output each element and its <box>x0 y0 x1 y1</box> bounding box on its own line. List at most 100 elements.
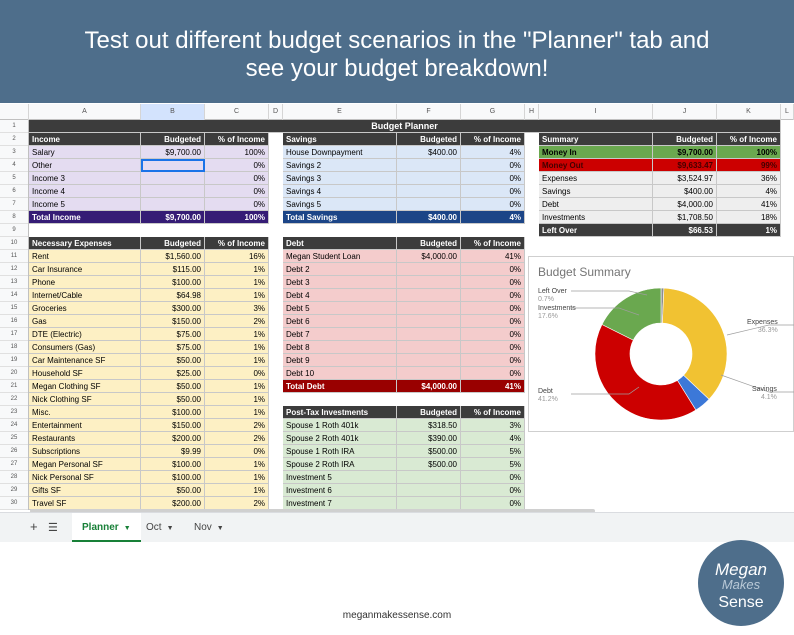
expense-row-label[interactable]: Nick Personal SF <box>29 471 141 484</box>
investment-row-label[interactable]: Investment 5 <box>283 471 397 484</box>
investment-row-percent[interactable]: 5% <box>461 458 525 471</box>
investment-header[interactable]: Budgeted <box>397 406 461 419</box>
expense-row-budgeted[interactable]: $75.00 <box>141 341 205 354</box>
investment-row-label[interactable]: Investment 6 <box>283 484 397 497</box>
debt-row-percent[interactable]: 0% <box>461 276 525 289</box>
row-header[interactable]: 1 <box>0 120 28 133</box>
debt-row-budgeted[interactable] <box>397 341 461 354</box>
expense-row-budgeted[interactable]: $64.98 <box>141 289 205 302</box>
column-header[interactable]: B <box>141 104 205 120</box>
row-header[interactable]: 20 <box>0 367 28 380</box>
row-header[interactable]: 6 <box>0 185 28 198</box>
expense-header[interactable]: Budgeted <box>141 237 205 250</box>
expense-row-label[interactable]: Groceries <box>29 302 141 315</box>
row-header[interactable]: 23 <box>0 406 28 419</box>
row-header[interactable]: 19 <box>0 354 28 367</box>
investment-row-budgeted[interactable]: $500.00 <box>397 458 461 471</box>
summary-row-percent[interactable]: 18% <box>717 211 781 224</box>
savings-row-budgeted[interactable] <box>397 159 461 172</box>
savings-row-budgeted[interactable] <box>397 198 461 211</box>
savings-row-label[interactable]: Savings 3 <box>283 172 397 185</box>
income-header[interactable]: % of Income <box>205 133 269 146</box>
investment-row-label[interactable]: Spouse 2 Roth IRA <box>283 458 397 471</box>
expense-row-budgeted[interactable]: $50.00 <box>141 393 205 406</box>
debt-row-label[interactable]: Megan Student Loan <box>283 250 397 263</box>
column-header[interactable]: H <box>525 104 539 120</box>
expense-row-label[interactable]: Rent <box>29 250 141 263</box>
left-over-label[interactable]: Left Over <box>539 224 653 237</box>
debt-total-value[interactable]: $4,000.00 <box>397 380 461 393</box>
debt-row-percent[interactable]: 0% <box>461 328 525 341</box>
debt-header[interactable]: Debt <box>283 237 397 250</box>
expense-row-percent[interactable]: 1% <box>205 263 269 276</box>
debt-row-label[interactable]: Debt 2 <box>283 263 397 276</box>
income-row-percent[interactable]: 0% <box>205 172 269 185</box>
row-header[interactable]: 12 <box>0 263 28 276</box>
expense-row-budgeted[interactable]: $50.00 <box>141 354 205 367</box>
tab-nov[interactable]: Nov ▼ <box>194 522 224 533</box>
summary-row-value[interactable]: $3,524.97 <box>653 172 717 185</box>
row-header[interactable]: 10 <box>0 237 28 250</box>
money-out-label[interactable]: Money Out <box>539 159 653 172</box>
row-header[interactable]: 15 <box>0 302 28 315</box>
debt-total-label[interactable]: Total Debt <box>283 380 397 393</box>
summary-row-value[interactable]: $1,708.50 <box>653 211 717 224</box>
expense-row-percent[interactable]: 1% <box>205 341 269 354</box>
savings-header[interactable]: Budgeted <box>397 133 461 146</box>
income-total-value[interactable]: $9,700.00 <box>141 211 205 224</box>
row-header[interactable]: 22 <box>0 393 28 406</box>
savings-row-label[interactable]: Savings 5 <box>283 198 397 211</box>
expense-row-label[interactable]: Subscriptions <box>29 445 141 458</box>
row-header[interactable]: 4 <box>0 159 28 172</box>
debt-row-label[interactable]: Debt 3 <box>283 276 397 289</box>
income-row-label[interactable]: Income 3 <box>29 172 141 185</box>
investment-row-budgeted[interactable] <box>397 484 461 497</box>
income-row-budgeted[interactable]: $9,700.00 <box>141 146 205 159</box>
row-header[interactable]: 25 <box>0 432 28 445</box>
debt-row-percent[interactable]: 0% <box>461 354 525 367</box>
income-total-percent[interactable]: 100% <box>205 211 269 224</box>
budget-planner-title[interactable]: Budget Planner <box>29 120 781 133</box>
summary-row-value[interactable]: $400.00 <box>653 185 717 198</box>
summary-row-percent[interactable]: 36% <box>717 172 781 185</box>
expense-row-percent[interactable]: 2% <box>205 419 269 432</box>
income-row-budgeted[interactable] <box>141 198 205 211</box>
savings-row-percent[interactable]: 4% <box>461 146 525 159</box>
expense-row-budgeted[interactable]: $1,560.00 <box>141 250 205 263</box>
row-header[interactable]: 29 <box>0 484 28 497</box>
tab-oct[interactable]: Oct ▼ <box>146 522 174 533</box>
row-header[interactable]: 5 <box>0 172 28 185</box>
income-row-label[interactable]: Salary <box>29 146 141 159</box>
row-header[interactable]: 7 <box>0 198 28 211</box>
left-over-value[interactable]: $66.53 <box>653 224 717 237</box>
column-header[interactable]: E <box>283 104 397 120</box>
debt-header[interactable]: % of Income <box>461 237 525 250</box>
expense-row-budgeted[interactable]: $50.00 <box>141 380 205 393</box>
money-in-label[interactable]: Money In <box>539 146 653 159</box>
income-row-percent[interactable]: 100% <box>205 146 269 159</box>
row-header[interactable]: 16 <box>0 315 28 328</box>
investment-row-label[interactable]: Spouse 1 Roth 401k <box>283 419 397 432</box>
row-header[interactable]: 2 <box>0 133 28 146</box>
debt-row-percent[interactable]: 41% <box>461 250 525 263</box>
expense-row-label[interactable]: Car Insurance <box>29 263 141 276</box>
row-header[interactable]: 24 <box>0 419 28 432</box>
summary-header[interactable]: Budgeted <box>653 133 717 146</box>
savings-row-budgeted[interactable]: $400.00 <box>397 146 461 159</box>
expense-row-budgeted[interactable]: $200.00 <box>141 432 205 445</box>
debt-row-budgeted[interactable] <box>397 367 461 380</box>
debt-row-percent[interactable]: 0% <box>461 367 525 380</box>
debt-row-percent[interactable]: 0% <box>461 341 525 354</box>
summary-header[interactable]: Summary <box>539 133 653 146</box>
savings-header[interactable]: % of Income <box>461 133 525 146</box>
expense-row-label[interactable]: Household SF <box>29 367 141 380</box>
summary-row-label[interactable]: Expenses <box>539 172 653 185</box>
investment-row-percent[interactable]: 3% <box>461 419 525 432</box>
expense-row-label[interactable]: Entertainment <box>29 419 141 432</box>
row-header[interactable]: 30 <box>0 497 28 510</box>
savings-row-budgeted[interactable] <box>397 172 461 185</box>
debt-row-budgeted[interactable] <box>397 289 461 302</box>
expense-row-label[interactable]: Megan Clothing SF <box>29 380 141 393</box>
expense-row-budgeted[interactable]: $100.00 <box>141 471 205 484</box>
debt-row-label[interactable]: Debt 7 <box>283 328 397 341</box>
